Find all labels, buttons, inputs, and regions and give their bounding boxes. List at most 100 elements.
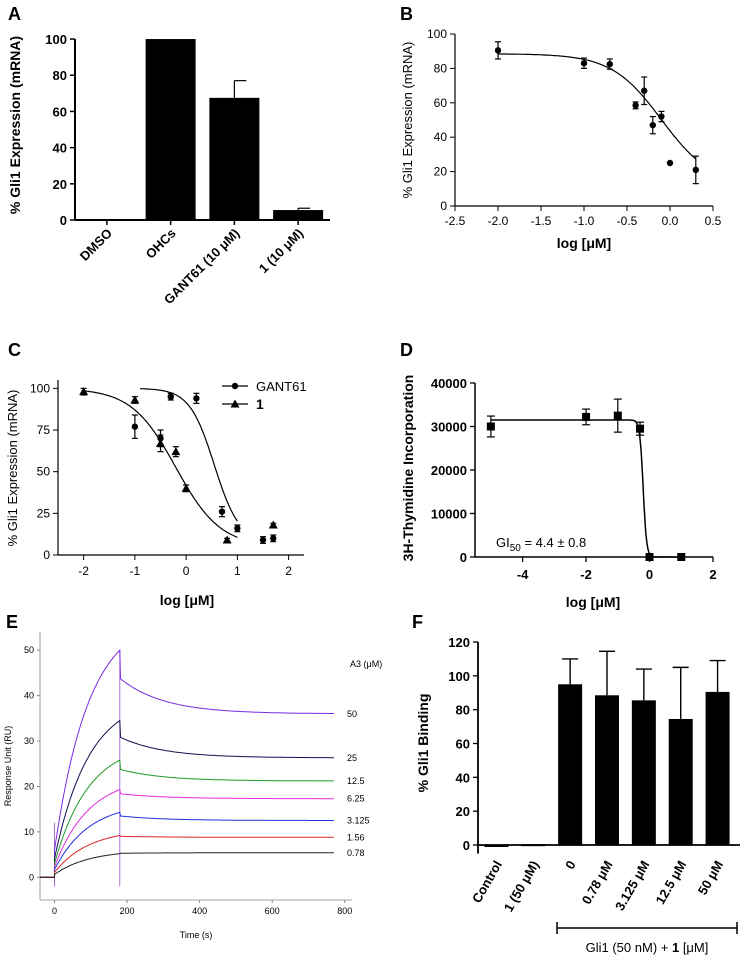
a-ylabel: % Gli1 Expression (mRNA) — [7, 36, 23, 214]
d-annotation-value: = 4.4 ± 0.8 — [521, 535, 586, 550]
f-ytick-label: 80 — [456, 703, 470, 718]
panel-label-d: D — [400, 340, 413, 360]
e-ytick-label: 10 — [24, 827, 34, 837]
d-annotation-sub: 50 — [510, 543, 522, 554]
b-xtick-label: -0.5 — [617, 214, 638, 228]
b-ytick-label: 80 — [434, 61, 448, 75]
f-ytick-label: 60 — [456, 737, 470, 752]
a-xtick-label: 1 (10 μM) — [256, 226, 306, 276]
panel-label-f: F — [412, 612, 423, 632]
d-ytick-label: 20000 — [431, 463, 467, 478]
f-bar — [668, 718, 693, 845]
c-point-1 — [222, 535, 232, 544]
b-ylabel: % Gli1 Expression (mRNA) — [400, 42, 415, 199]
a-ytick-label: 100 — [45, 32, 67, 47]
e-xtick-label: 400 — [192, 906, 207, 916]
e-series-label: 12.5 — [347, 776, 365, 786]
d-point — [613, 411, 622, 420]
e-xlabel: Time (s) — [180, 930, 213, 940]
f-bracket-label-bold: 1 — [672, 940, 679, 955]
e-ytick-label: 30 — [24, 736, 34, 746]
b-xtick-label: -2.5 — [445, 214, 466, 228]
e-sensorgram-line — [40, 852, 334, 878]
e-series-label: 25 — [347, 753, 357, 763]
f-ytick-label: 0 — [463, 838, 470, 853]
e-legend-title: A3 (μM) — [350, 659, 382, 669]
b-ytick-label: 100 — [427, 27, 447, 41]
b-point — [494, 47, 502, 54]
e-sensorgram-line — [40, 834, 334, 878]
b-xtick-label: 0.0 — [662, 214, 679, 228]
e-ylabel: Response Unit (RU) — [3, 726, 13, 807]
d-xlabel: log [μM] — [566, 594, 620, 610]
f-ytick-label: 120 — [448, 635, 470, 650]
d-ylabel: 3H-Thymidine Incorporation — [400, 375, 416, 562]
a-ytick-label: 60 — [53, 104, 67, 119]
e-series-label: 6.25 — [347, 794, 365, 804]
d-xtick-label: -4 — [517, 567, 529, 582]
f-xtick-label: 0 — [562, 858, 579, 872]
c-legend-1: 1 — [256, 396, 264, 412]
a-ytick-label: 0 — [60, 213, 67, 228]
d-point — [582, 412, 591, 421]
b-point — [580, 60, 588, 67]
b-point — [692, 166, 699, 174]
f-ytick-label: 40 — [456, 770, 470, 785]
f-bracket-label-pre: Gli1 (50 nM) + — [586, 940, 672, 955]
e-sensorgram-line — [40, 759, 334, 878]
c-point-1 — [268, 520, 278, 529]
d-annotation: GI50 = 4.4 ± 0.8 — [496, 535, 586, 554]
b-xtick-label: -1.5 — [531, 214, 552, 228]
f-ylabel: % Gli1 Binding — [415, 694, 431, 793]
b-point — [658, 113, 665, 120]
f-bar — [521, 844, 546, 847]
b-ytick-label: 0 — [440, 199, 447, 213]
b-point — [641, 87, 648, 94]
f-bar — [631, 700, 656, 845]
f-bar — [484, 845, 509, 847]
c-xtick-label: 0 — [183, 564, 190, 578]
a-bar — [145, 39, 196, 220]
e-sensorgram-line — [40, 811, 334, 878]
f-xtick-label: Control — [469, 858, 505, 906]
f-xtick-label: 50 μM — [695, 858, 726, 897]
c-ytick-label: 25 — [37, 506, 51, 520]
d-point — [486, 422, 495, 431]
e-ytick-label: 40 — [24, 691, 34, 701]
e-ytick-label: 50 — [24, 645, 34, 655]
f-bar — [705, 691, 730, 845]
panel-label-e: E — [6, 612, 18, 632]
c-xtick-label: -2 — [78, 564, 89, 578]
b-ytick-label: 20 — [434, 165, 448, 179]
e-xtick-label: 600 — [265, 906, 280, 916]
b-point — [649, 121, 656, 129]
c-ytick-label: 100 — [30, 381, 50, 395]
d-xtick-label: 2 — [709, 567, 716, 582]
e-series-label: 3.125 — [347, 816, 370, 826]
b-xtick-label: -2.0 — [488, 214, 509, 228]
b-xlabel: log [μM] — [557, 235, 611, 251]
c-point-gant61 — [193, 395, 200, 402]
c-xtick-label: 1 — [234, 564, 241, 578]
c-fit-curve — [140, 388, 238, 522]
f-xtick-label: 12.5 μM — [652, 858, 689, 907]
c-legend-gant61: GANT61 — [256, 379, 307, 394]
b-xtick-label: -1.0 — [574, 214, 595, 228]
a-ytick-label: 80 — [53, 68, 67, 83]
f-xtick-label: 1 (50 μM) — [501, 858, 542, 914]
f-ytick-label: 20 — [456, 804, 470, 819]
f-bar — [558, 684, 583, 845]
e-sensorgram-line — [40, 719, 334, 878]
f-xtick-label: 3.125 μM — [612, 858, 652, 913]
c-ytick-label: 50 — [37, 465, 51, 479]
d-xtick-label: 0 — [646, 567, 653, 582]
e-series-label: 0.78 — [347, 848, 365, 858]
c-xlabel: log [μM] — [160, 592, 214, 608]
f-bracket-label-post: [μM] — [679, 940, 708, 955]
d-ytick-label: 40000 — [431, 376, 467, 391]
panel-label-c: C — [8, 340, 21, 360]
c-point-1 — [171, 447, 181, 456]
b-point — [606, 60, 613, 68]
panel-label-a: A — [8, 4, 21, 24]
c-point-gant61 — [167, 393, 174, 400]
